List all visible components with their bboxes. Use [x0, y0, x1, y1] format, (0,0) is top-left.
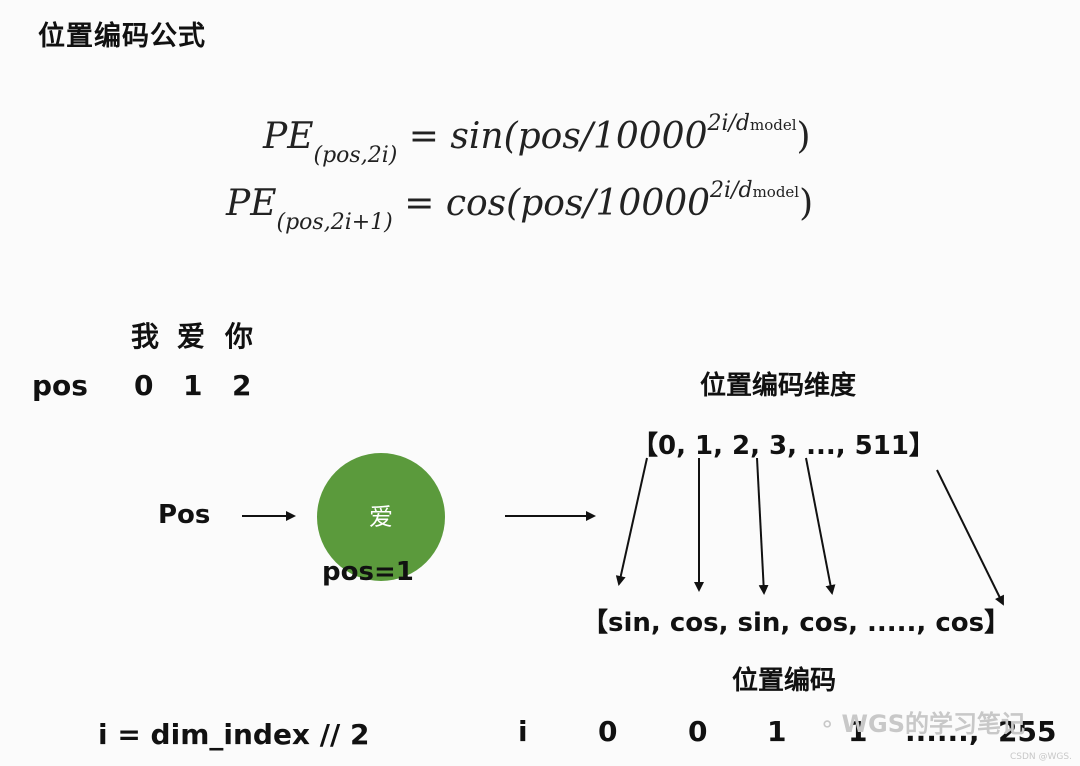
arrow-dim-3 [806, 458, 832, 593]
watermark: ⚬ WGS的学习笔记 [818, 704, 1025, 739]
arrow-dim-511 [937, 470, 1003, 604]
watermark-text: WGS的学习笔记 [842, 710, 1025, 738]
watermark-small: CSDN @WGS. [1010, 752, 1072, 762]
wechat-icon: ⚬ [818, 713, 836, 738]
arrow-dim-2 [757, 458, 764, 593]
arrow-dim-0 [619, 458, 647, 584]
